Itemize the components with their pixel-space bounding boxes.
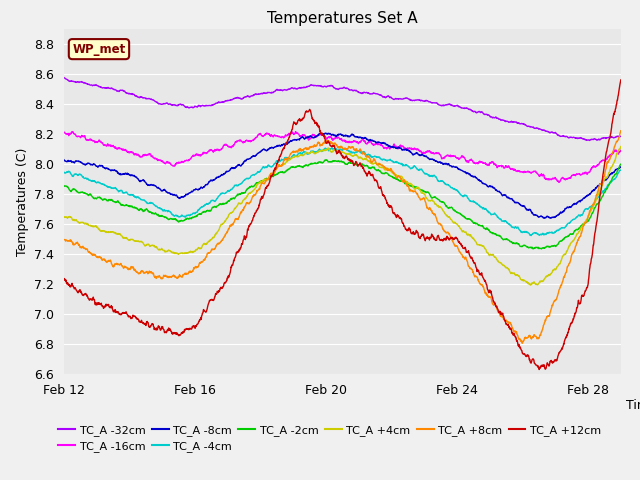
TC_A -2cm [601, 189, 609, 195]
TC_A -16cm [617, 147, 625, 153]
TC_A -2cm [331, 158, 339, 164]
Line: TC_A -8cm: TC_A -8cm [64, 133, 621, 218]
TC_A -32cm [331, 85, 339, 91]
TC_A +12cm [601, 158, 609, 164]
TC_A +12cm [499, 311, 506, 317]
TC_A -8cm [499, 192, 506, 198]
TC_A +8cm [518, 340, 526, 346]
TC_A -4cm [617, 167, 625, 173]
Line: TC_A -4cm: TC_A -4cm [64, 148, 621, 236]
TC_A -4cm [60, 169, 68, 175]
TC_A -32cm [601, 135, 609, 141]
TC_A +4cm [60, 214, 68, 220]
TC_A -16cm [556, 179, 563, 185]
TC_A -4cm [601, 187, 609, 192]
Line: TC_A -32cm: TC_A -32cm [64, 78, 621, 141]
TC_A -2cm [60, 183, 68, 189]
TC_A +4cm [601, 176, 609, 182]
TC_A -8cm [88, 162, 96, 168]
TC_A -16cm [88, 138, 96, 144]
TC_A +8cm [88, 252, 96, 258]
TC_A +8cm [60, 237, 68, 242]
TC_A -16cm [602, 157, 609, 163]
TC_A -4cm [328, 145, 336, 151]
Line: TC_A +8cm: TC_A +8cm [64, 131, 621, 343]
TC_A -32cm [88, 83, 96, 89]
TC_A +4cm [88, 224, 96, 229]
TC_A -2cm [538, 246, 545, 252]
TC_A +12cm [601, 159, 609, 165]
TC_A +12cm [316, 129, 324, 134]
TC_A -8cm [541, 216, 548, 221]
TC_A +4cm [331, 147, 339, 153]
TC_A -16cm [316, 132, 324, 137]
TC_A -8cm [60, 157, 68, 163]
TC_A -16cm [331, 135, 339, 141]
TC_A -2cm [88, 194, 96, 200]
TC_A -16cm [601, 158, 609, 164]
TC_A -4cm [527, 233, 535, 239]
Text: WP_met: WP_met [72, 43, 125, 56]
TC_A +12cm [60, 277, 68, 283]
TC_A -4cm [499, 218, 506, 224]
Line: TC_A -16cm: TC_A -16cm [64, 132, 621, 182]
TC_A -2cm [617, 161, 625, 167]
TC_A -32cm [60, 75, 68, 81]
TC_A +8cm [331, 140, 339, 146]
Y-axis label: Temperatures (C): Temperatures (C) [16, 147, 29, 256]
TC_A +12cm [331, 145, 339, 151]
TC_A -32cm [617, 133, 625, 139]
TC_A -32cm [586, 138, 593, 144]
TC_A -8cm [331, 132, 339, 138]
TC_A -2cm [316, 159, 324, 165]
TC_A +4cm [316, 148, 324, 154]
TC_A -2cm [602, 189, 609, 195]
Text: Time: Time [627, 398, 640, 411]
TC_A +12cm [535, 367, 543, 372]
TC_A -8cm [617, 164, 625, 170]
TC_A +8cm [316, 143, 324, 149]
Line: TC_A -2cm: TC_A -2cm [64, 160, 621, 249]
Legend: TC_A -32cm, TC_A -16cm, TC_A -8cm, TC_A -4cm, TC_A -2cm, TC_A +4cm, TC_A +8cm, T: TC_A -32cm, TC_A -16cm, TC_A -8cm, TC_A … [58, 425, 601, 452]
TC_A -8cm [601, 177, 609, 182]
TC_A -4cm [331, 145, 339, 151]
TC_A -8cm [322, 130, 330, 136]
TC_A -16cm [292, 129, 300, 134]
TC_A +4cm [617, 144, 625, 149]
TC_A -2cm [323, 157, 330, 163]
TC_A +4cm [601, 176, 609, 181]
TC_A +8cm [617, 128, 625, 133]
TC_A -16cm [60, 130, 68, 135]
Line: TC_A +12cm: TC_A +12cm [64, 80, 621, 370]
TC_A -2cm [499, 236, 506, 242]
TC_A +4cm [527, 282, 534, 288]
TC_A -8cm [316, 131, 324, 136]
TC_A +8cm [601, 172, 609, 178]
TC_A -4cm [602, 186, 609, 192]
TC_A +8cm [601, 170, 609, 176]
TC_A +12cm [617, 77, 625, 83]
TC_A -4cm [88, 178, 96, 184]
Line: TC_A +4cm: TC_A +4cm [64, 146, 621, 285]
TC_A +8cm [499, 314, 506, 320]
TC_A +4cm [499, 262, 506, 267]
TC_A -8cm [602, 177, 609, 183]
TC_A -32cm [601, 135, 609, 141]
TC_A -32cm [499, 117, 506, 123]
TC_A +12cm [88, 297, 96, 302]
Title: Temperatures Set A: Temperatures Set A [267, 11, 418, 26]
TC_A -16cm [499, 163, 506, 168]
TC_A -32cm [316, 83, 324, 88]
TC_A -4cm [316, 147, 324, 153]
